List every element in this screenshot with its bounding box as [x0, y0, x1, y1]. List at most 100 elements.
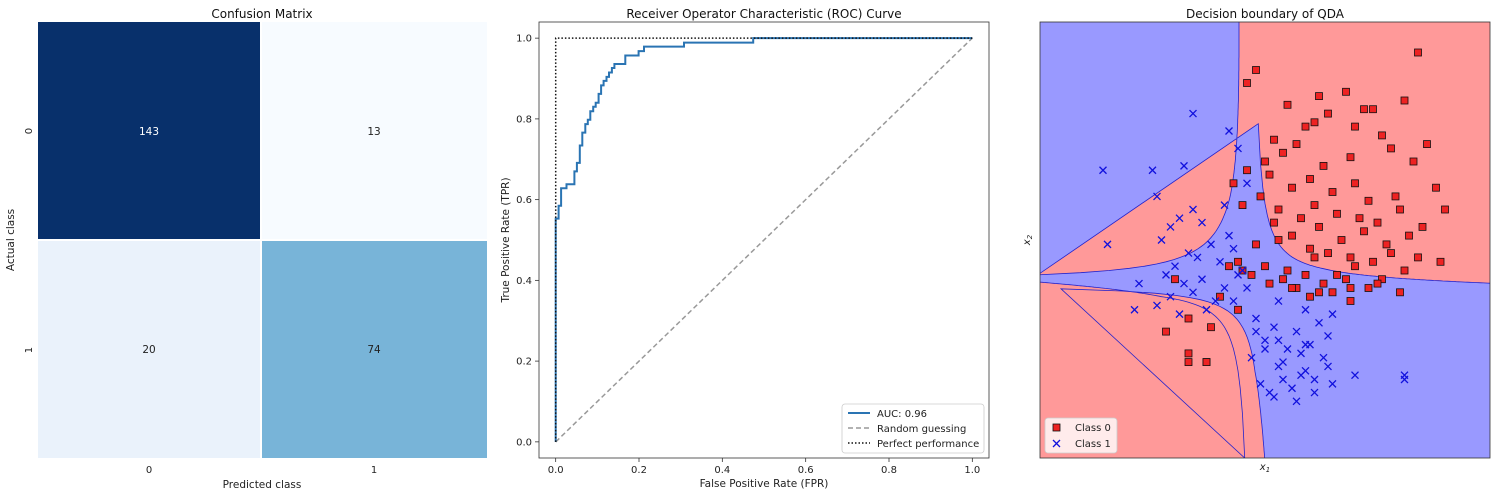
roc-curve-line	[554, 37, 973, 442]
qda-point-class1	[1261, 345, 1269, 353]
qda-point-class1	[1234, 144, 1242, 153]
qda-point-class0	[1301, 122, 1310, 131]
qda-point-class1	[1315, 318, 1323, 327]
qda-point-class0	[1432, 183, 1440, 192]
cm-xtick-1: 1	[371, 465, 377, 476]
qda-point-class1	[1211, 297, 1220, 305]
qda-point-class0	[1355, 214, 1364, 223]
qda-point-class1	[1292, 327, 1301, 336]
cm-ylabel: Actual class	[5, 209, 17, 271]
qda-point-class0	[1396, 205, 1404, 214]
roc-legend-label-perfect: Perfect performance	[877, 439, 979, 450]
qda-point-class0	[1184, 358, 1193, 367]
qda-point-class0	[1184, 314, 1193, 323]
qda-point-class0	[1405, 231, 1413, 240]
qda-point-class1	[1301, 305, 1310, 314]
roc-axes-frame	[538, 21, 990, 459]
qda-point-class0	[1324, 249, 1332, 258]
qda-point-class0	[1288, 231, 1296, 240]
qda-point-class0	[1216, 292, 1224, 301]
qda-point-class0	[1202, 358, 1211, 367]
qda-point-class0	[1414, 253, 1422, 262]
qda-panel: Decision boundary of QDA x1 x2 Class 0 C…	[1022, 7, 1491, 474]
qda-point-class1	[1319, 353, 1328, 362]
qda-point-class0	[1315, 92, 1323, 100]
qda-point-class0	[1387, 249, 1395, 258]
qda-point-class1	[1328, 310, 1337, 319]
cm-title: Confusion Matrix	[211, 7, 312, 21]
qda-point-class1	[1220, 201, 1229, 210]
qda-point-class1	[1400, 375, 1409, 384]
qda-point-class0	[1328, 188, 1337, 196]
qda-point-class0	[1378, 275, 1386, 284]
qda-point-class0	[1243, 79, 1251, 87]
qda-point-class0	[1409, 157, 1418, 166]
qda-point-class0	[1171, 275, 1179, 284]
qda-point-class0	[1270, 135, 1278, 144]
qda-point-class1	[1261, 336, 1269, 345]
qda-point-class1	[1180, 161, 1188, 170]
qda-point-class0	[1351, 262, 1359, 271]
qda-point-class0	[1274, 236, 1283, 244]
qda-point-class0	[1310, 201, 1319, 210]
qda-point-class0	[1261, 262, 1269, 271]
qda-point-class1	[1166, 222, 1175, 231]
qda-legend-label-class0: Class 0	[1075, 423, 1111, 434]
qda-point-class1	[1148, 166, 1157, 175]
qda-point-class0	[1234, 257, 1242, 266]
qda-point-class0	[1252, 66, 1260, 74]
qda-point-class0	[1310, 253, 1319, 262]
roc-ytick-label: 0.2	[516, 357, 532, 368]
qda-point-class1	[1310, 388, 1319, 397]
qda-title: Decision boundary of QDA	[1186, 7, 1345, 21]
qda-point-class0	[1247, 270, 1256, 279]
qda-xlabel: x1	[1259, 462, 1270, 474]
qda-point-class1	[1099, 166, 1107, 175]
qda-point-class0	[1373, 218, 1382, 227]
qda-point-class0	[1270, 218, 1278, 227]
qda-point-class1	[1166, 292, 1175, 301]
cm-cell-1-1	[262, 241, 487, 458]
roc-xlabel: False Positive Rate (FPR)	[700, 478, 829, 490]
roc-xtick-label: 0.2	[631, 465, 647, 476]
qda-point-class1	[1297, 349, 1305, 358]
qda-point-class0	[1292, 140, 1301, 149]
qda-point-class1	[1153, 192, 1161, 201]
roc-ytick-label: 0.4	[516, 276, 532, 287]
qda-point-class1	[1198, 275, 1206, 284]
cm-value-0-1: 13	[367, 126, 380, 138]
qda-point-class1	[1328, 379, 1337, 388]
qda-point-class0	[1373, 279, 1382, 288]
roc-xtick-label: 1.0	[964, 465, 980, 476]
qda-point-class1	[1229, 297, 1238, 305]
qda-point-class1	[1193, 253, 1202, 262]
cm-cell-0-1	[262, 22, 487, 239]
qda-point-class1	[1310, 375, 1319, 384]
qda-point-class0	[1346, 153, 1355, 162]
qda-point-class0	[1328, 288, 1337, 297]
roc-legend-label-random: Random guessing	[877, 424, 966, 435]
qda-point-class1	[1279, 358, 1287, 367]
qda-region-red-upper	[1040, 22, 1490, 284]
qda-point-class1	[1247, 353, 1256, 362]
qda-point-class0	[1238, 201, 1247, 210]
roc-random-line	[555, 37, 973, 443]
qda-point-class0	[1252, 240, 1260, 249]
qda-point-class0	[1333, 209, 1341, 218]
qda-point-class1	[1270, 323, 1278, 332]
qda-point-class0	[1207, 323, 1215, 332]
qda-point-class0	[1315, 222, 1323, 231]
qda-point-class0	[1279, 275, 1287, 284]
qda-point-class0	[1364, 196, 1373, 205]
qda-point-class0	[1288, 284, 1296, 292]
qda-point-class0	[1301, 270, 1310, 279]
qda-point-class1	[1220, 284, 1229, 292]
qda-point-class0	[1346, 253, 1355, 262]
roc-xtick-label: 0.6	[798, 465, 814, 476]
roc-xtick-label: 0.8	[881, 465, 897, 476]
qda-point-class0	[1265, 279, 1274, 288]
qda-ylabel-main: x	[1022, 239, 1033, 246]
roc-title: Receiver Operator Characteristic (ROC) C…	[626, 7, 901, 21]
qda-point-class0	[1351, 179, 1359, 188]
qda-point-class1	[1207, 240, 1215, 249]
